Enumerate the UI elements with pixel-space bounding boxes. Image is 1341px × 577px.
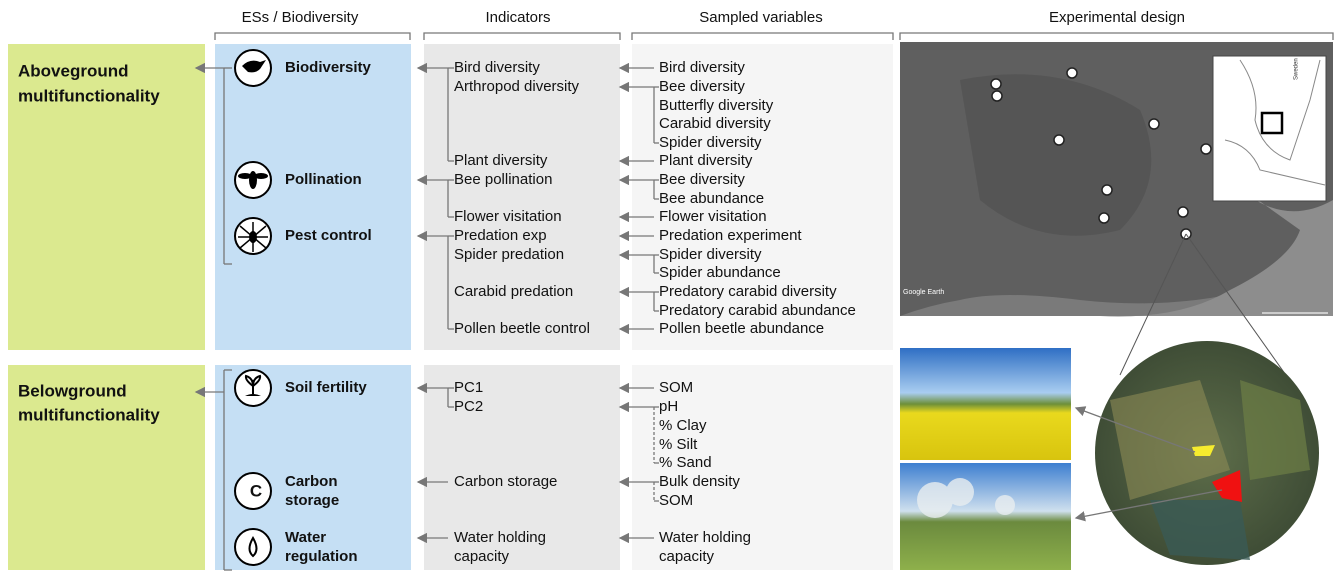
variable-label: Bee diversity	[659, 171, 745, 188]
photo-trees	[917, 478, 1015, 518]
service-label: Pollination	[285, 171, 362, 188]
variable-label: % Sand	[659, 454, 712, 471]
column-header: Sampled variables	[699, 9, 822, 26]
variable-label: pH	[659, 398, 678, 415]
indicator-label: Flower visitation	[454, 208, 562, 225]
variable-label: Pollen beetle abundance	[659, 320, 824, 337]
variable-box	[632, 365, 893, 570]
variable-label: Bee diversity	[659, 78, 745, 95]
indicator-label: PC2	[454, 398, 483, 415]
variable-label: Predatory carabid abundance	[659, 302, 856, 319]
icon-glyph: C	[250, 481, 262, 500]
site-image	[1095, 341, 1319, 565]
arrow	[1074, 489, 1223, 522]
variable-label: Water holding	[659, 529, 751, 546]
indicator-box	[424, 365, 620, 570]
service-label: Biodiversity	[285, 59, 372, 76]
variable-label: Predatory carabid diversity	[659, 283, 837, 300]
variable-label: % Silt	[659, 436, 698, 453]
map-watermark: Google Earth	[903, 289, 944, 296]
indicator-label: Plant diversity	[454, 152, 548, 169]
group-box	[8, 44, 205, 350]
indicator-label: Bird diversity	[454, 59, 540, 76]
connectors	[194, 62, 659, 571]
group-box	[8, 365, 205, 570]
group-label: multifunctionality	[18, 405, 160, 424]
spider-legs	[238, 222, 268, 252]
map: Google Earth Sweden	[900, 42, 1333, 317]
indicator-label: PC1	[454, 379, 483, 396]
group-label: Aboveground	[18, 61, 129, 80]
service-label: Water	[285, 529, 326, 546]
photo-rapeseed	[900, 348, 1071, 460]
group-label: multifunctionality	[18, 86, 160, 105]
service-label: Soil fertility	[285, 379, 367, 396]
service-label: Carbon	[285, 473, 338, 490]
variable-label: Plant diversity	[659, 152, 753, 169]
photo-meadow	[900, 463, 1071, 570]
variable-label: % Clay	[659, 417, 707, 434]
indicator-label: Pollen beetle control	[454, 320, 590, 337]
icon-glyphs: C	[238, 60, 268, 558]
indicator-box	[424, 44, 620, 350]
indicator-label: Bee pollination	[454, 171, 552, 188]
group-label: Belowground	[18, 381, 127, 400]
column-header: Experimental design	[1049, 9, 1185, 26]
indicator-label: capacity	[454, 548, 510, 565]
variable-label: Bird diversity	[659, 59, 745, 76]
indicator-label: Carbon storage	[454, 473, 557, 490]
variable-label: Spider abundance	[659, 264, 781, 281]
zoom-line	[1119, 233, 1187, 376]
zoom-line	[1185, 233, 1301, 396]
arrow	[1074, 406, 1196, 453]
service-label: storage	[285, 492, 339, 509]
variable-label: SOM	[659, 492, 693, 509]
variable-label: Carabid diversity	[659, 115, 771, 132]
indicator-label: Spider predation	[454, 246, 564, 263]
column-header: ESs / Biodiversity	[242, 9, 359, 26]
variable-box	[632, 44, 893, 350]
service-label: Pest control	[285, 227, 372, 244]
variable-label: capacity	[659, 548, 715, 565]
indicator-label: Predation exp	[454, 227, 547, 244]
column-header: Indicators	[485, 9, 550, 26]
variable-label: SOM	[659, 379, 693, 396]
variable-label: Flower visitation	[659, 208, 767, 225]
variable-label: Bulk density	[659, 473, 740, 490]
variable-label: Bee abundance	[659, 190, 764, 207]
variable-label: Predation experiment	[659, 227, 802, 244]
service-box	[215, 44, 411, 350]
inset-label: Sweden	[1294, 58, 1300, 80]
variable-label: Spider diversity	[659, 134, 762, 151]
service-label: regulation	[285, 548, 358, 565]
variable-label: Spider diversity	[659, 246, 762, 263]
indicator-label: Carabid predation	[454, 283, 573, 300]
indicator-label: Water holding	[454, 529, 546, 546]
indicator-label: Arthropod diversity	[454, 78, 580, 95]
header-brackets	[214, 32, 1334, 40]
variable-label: Butterfly diversity	[659, 97, 774, 114]
